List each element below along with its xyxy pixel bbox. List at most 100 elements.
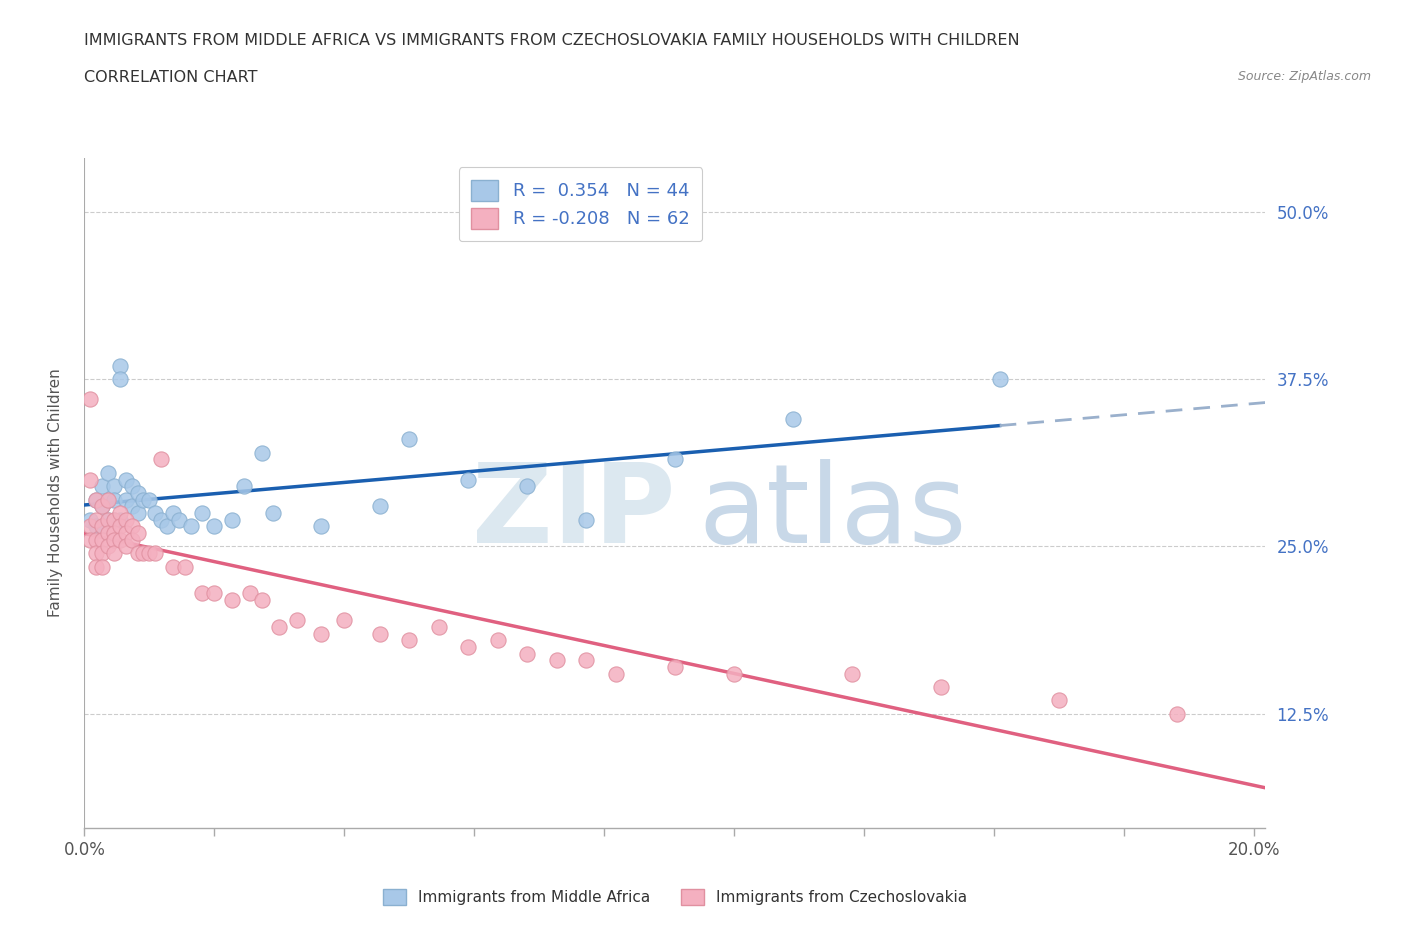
Point	[167, 512, 190, 527]
Legend: Immigrants from Middle Africa, Immigrants from Czechoslovakia: Immigrants from Middle Africa, Immigrant…	[375, 882, 974, 913]
Point	[97, 492, 120, 507]
Point	[84, 492, 107, 507]
Point	[269, 619, 291, 634]
Point	[91, 559, 114, 574]
Point	[108, 519, 131, 534]
Point	[132, 546, 155, 561]
Point	[79, 532, 101, 547]
Point	[91, 519, 114, 534]
Point	[103, 525, 125, 540]
Point	[427, 619, 450, 634]
Point	[221, 592, 243, 607]
Point	[605, 666, 627, 681]
Point	[664, 452, 686, 467]
Point	[285, 613, 308, 628]
Point	[84, 546, 107, 561]
Point	[262, 506, 284, 521]
Point	[97, 539, 120, 554]
Point	[91, 519, 114, 534]
Point	[97, 465, 120, 480]
Point	[103, 479, 125, 494]
Point	[180, 519, 202, 534]
Point	[114, 539, 136, 554]
Point	[103, 532, 125, 547]
Text: CORRELATION CHART: CORRELATION CHART	[84, 70, 257, 85]
Point	[841, 666, 863, 681]
Point	[84, 559, 107, 574]
Point	[1166, 707, 1188, 722]
Point	[143, 546, 166, 561]
Point	[91, 479, 114, 494]
Point	[191, 506, 214, 521]
Point	[97, 512, 120, 527]
Text: ZIP: ZIP	[471, 459, 675, 566]
Point	[79, 519, 101, 534]
Point	[368, 498, 391, 513]
Point	[91, 532, 114, 547]
Point	[1047, 693, 1070, 708]
Point	[114, 525, 136, 540]
Point	[398, 632, 420, 647]
Point	[97, 512, 120, 527]
Point	[127, 485, 149, 500]
Point	[156, 519, 179, 534]
Point	[575, 512, 598, 527]
Text: Source: ZipAtlas.com: Source: ZipAtlas.com	[1237, 70, 1371, 83]
Point	[150, 452, 173, 467]
Point	[91, 546, 114, 561]
Point	[84, 532, 107, 547]
Point	[333, 613, 356, 628]
Point	[79, 512, 101, 527]
Point	[486, 632, 509, 647]
Point	[250, 592, 273, 607]
Point	[221, 512, 243, 527]
Point	[457, 640, 479, 655]
Point	[398, 432, 420, 446]
Point	[202, 519, 225, 534]
Point	[309, 519, 332, 534]
Point	[103, 512, 125, 527]
Point	[232, 479, 254, 494]
Legend: R =  0.354   N = 44, R = -0.208   N = 62: R = 0.354 N = 44, R = -0.208 N = 62	[458, 167, 702, 242]
Point	[108, 512, 131, 527]
Point	[138, 546, 160, 561]
Point	[121, 498, 143, 513]
Point	[97, 492, 120, 507]
Point	[173, 559, 195, 574]
Point	[127, 546, 149, 561]
Point	[114, 472, 136, 487]
Point	[250, 445, 273, 460]
Point	[368, 626, 391, 641]
Point	[143, 506, 166, 521]
Point	[103, 512, 125, 527]
Point	[108, 358, 131, 373]
Point	[127, 506, 149, 521]
Text: IMMIGRANTS FROM MIDDLE AFRICA VS IMMIGRANTS FROM CZECHOSLOVAKIA FAMILY HOUSEHOLD: IMMIGRANTS FROM MIDDLE AFRICA VS IMMIGRA…	[84, 33, 1019, 47]
Point	[108, 372, 131, 387]
Point	[121, 519, 143, 534]
Point	[929, 680, 952, 695]
Point	[108, 506, 131, 521]
Point	[782, 412, 804, 427]
Point	[84, 492, 107, 507]
Point	[516, 479, 538, 494]
Point	[138, 492, 160, 507]
Point	[79, 392, 101, 406]
Point	[121, 532, 143, 547]
Point	[162, 506, 184, 521]
Point	[239, 586, 262, 601]
Point	[546, 653, 568, 668]
Point	[162, 559, 184, 574]
Point	[114, 492, 136, 507]
Point	[97, 525, 120, 540]
Point	[91, 498, 114, 513]
Point	[121, 479, 143, 494]
Point	[575, 653, 598, 668]
Text: atlas: atlas	[699, 459, 967, 566]
Point	[103, 546, 125, 561]
Point	[516, 646, 538, 661]
Y-axis label: Family Households with Children: Family Households with Children	[48, 368, 63, 618]
Point	[309, 626, 332, 641]
Point	[114, 512, 136, 527]
Point	[132, 492, 155, 507]
